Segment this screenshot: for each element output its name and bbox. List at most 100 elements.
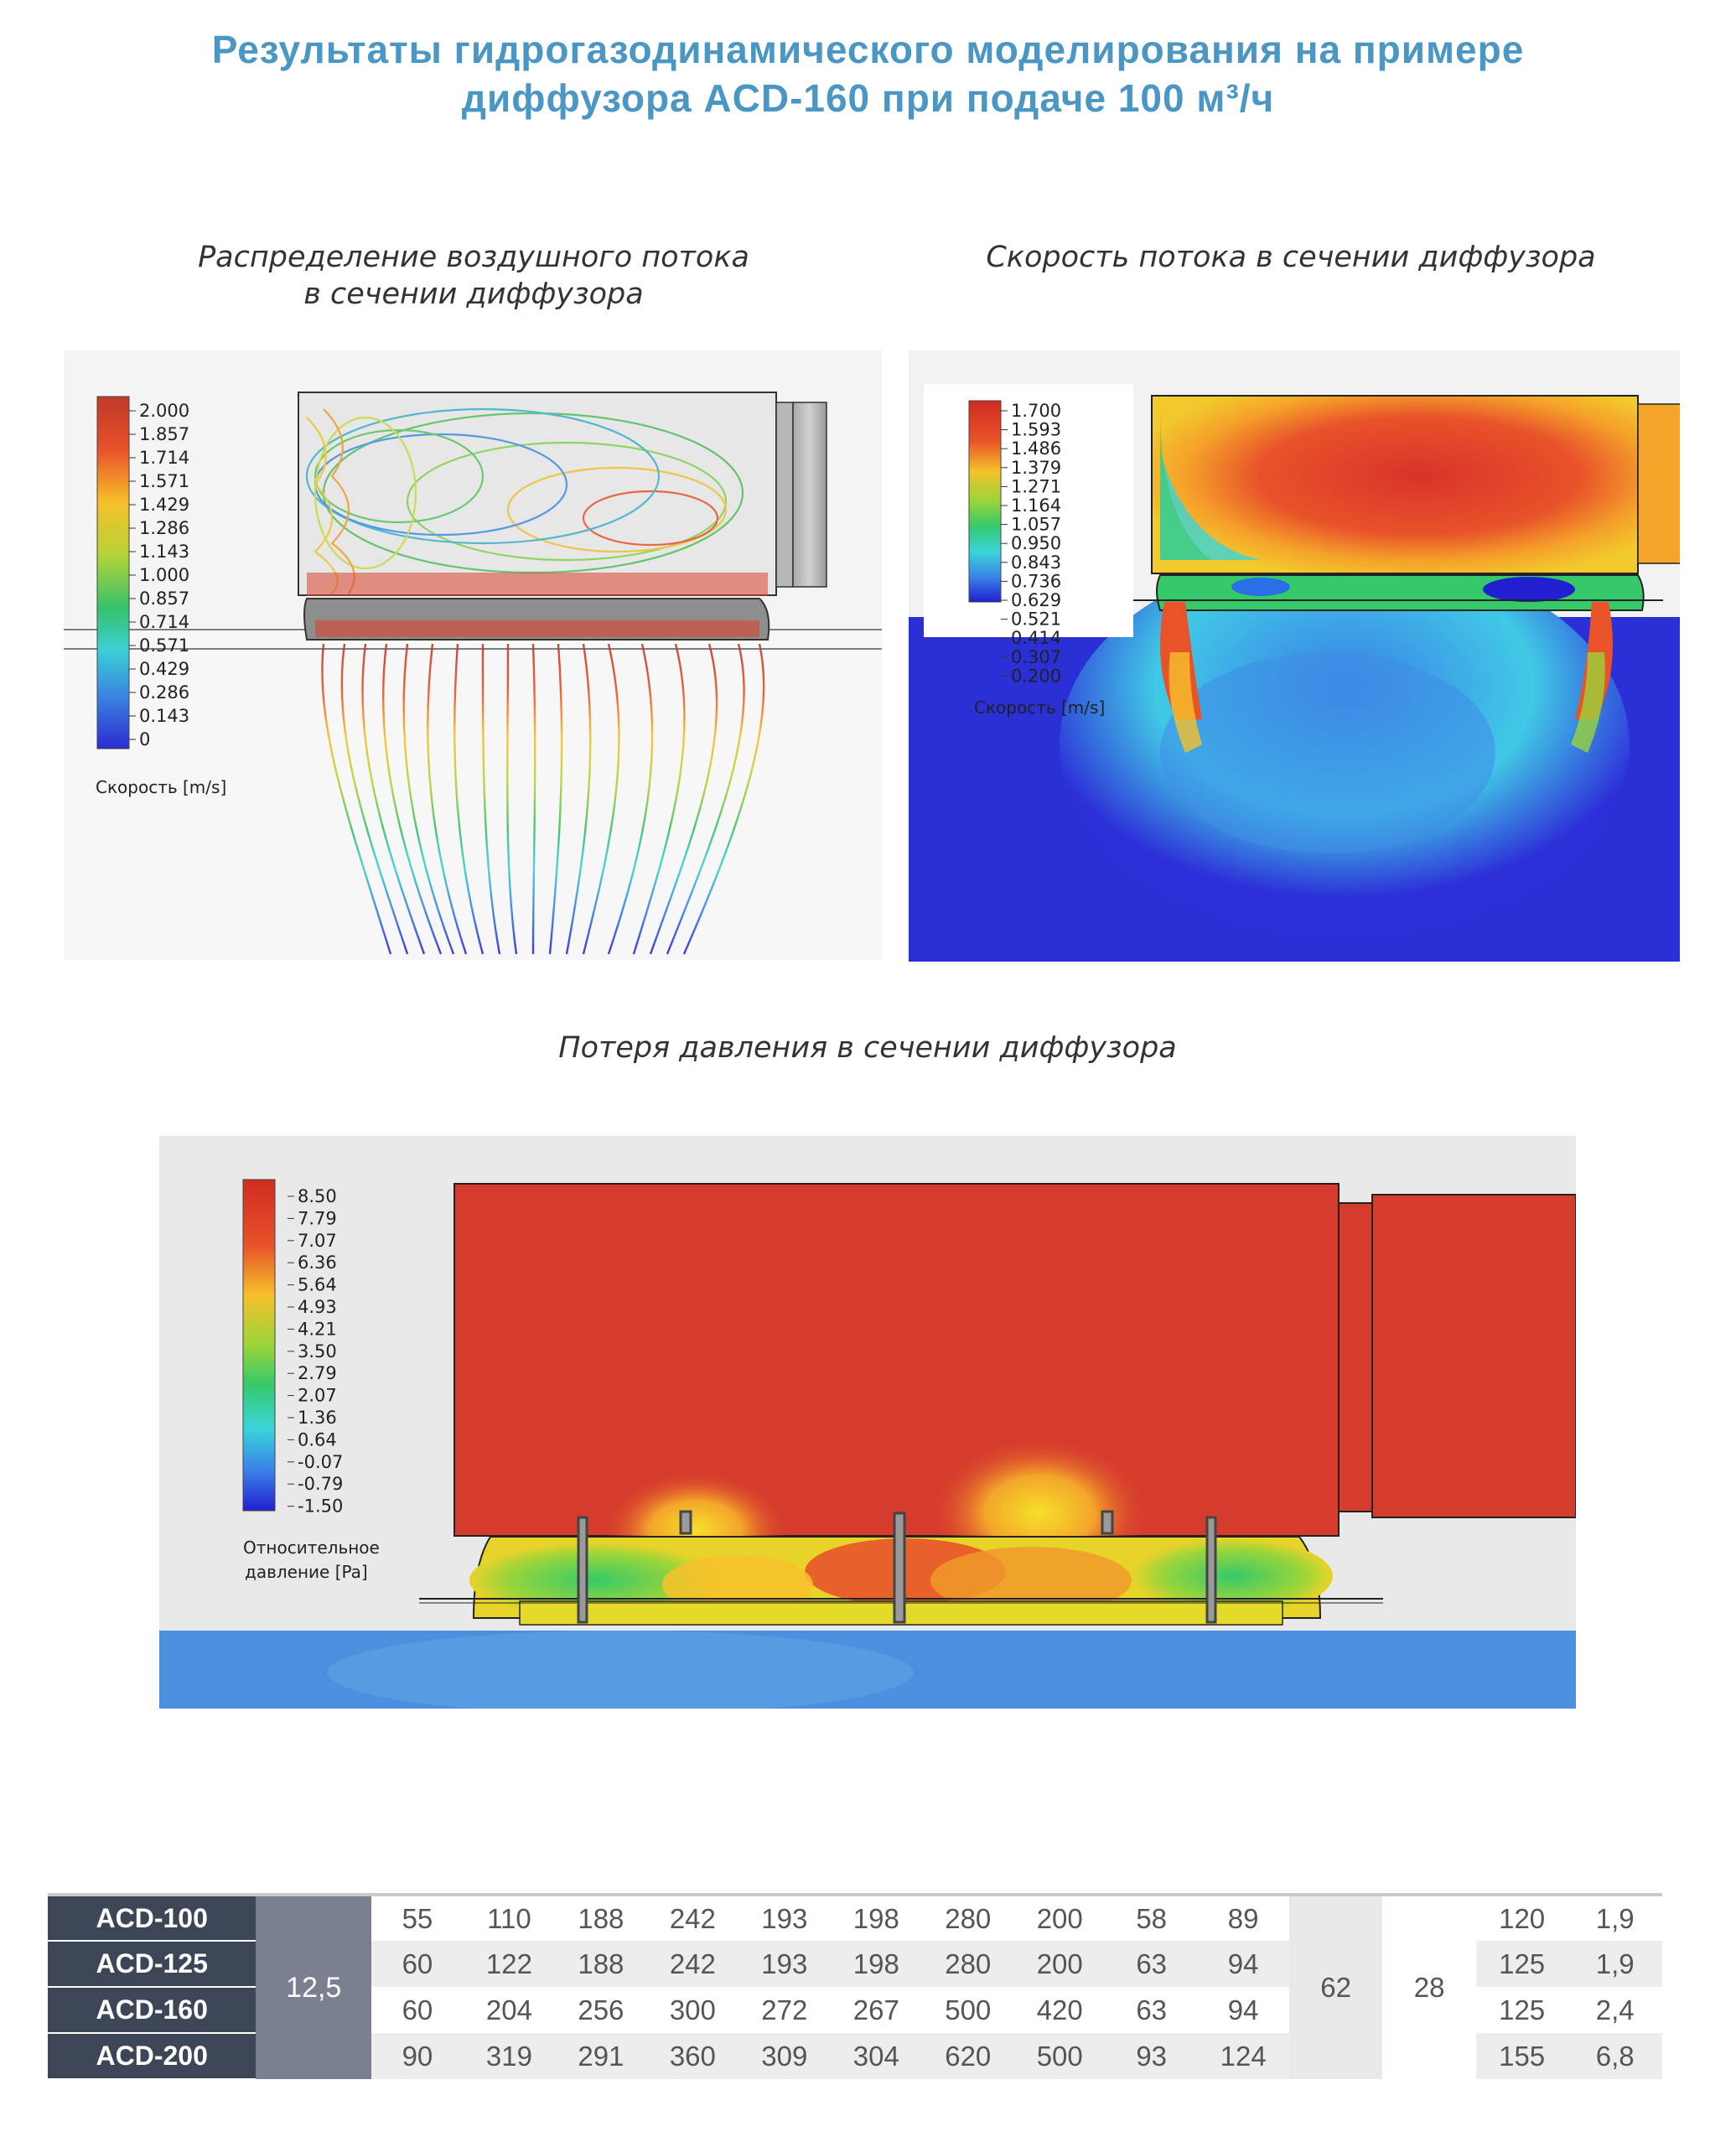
shared-value-cell: 62 [1288,1895,1383,2079]
page-title: Результаты гидрогазодинамического модели… [0,25,1736,122]
table-cell: 125 [1475,1941,1568,1987]
velocity-legend-label: 0.200 [1011,666,1061,686]
flow-distribution-figure: 2.000 1.857 1.714 1.571 1.429 1.286 1.143 1.000… [64,350,882,960]
pressure-legend-label: 2.79 [298,1363,337,1383]
table-cell: 198 [830,1941,923,1987]
flow-legend-label: 1.857 [139,424,189,444]
model-cell: ACD-100 [48,1895,257,1942]
flow-legend-label: 1.143 [139,542,189,562]
velocity-legend-label: 0.521 [1011,609,1061,630]
model-cell: ACD-160 [48,1987,257,2034]
table-cell: 120 [1499,1902,1546,1934]
pressure-figure: 8.50 7.79 7.07 6.36 5.64 4.93 4.21 3.50 2.79 2.07… [159,1136,1576,1709]
velocity-legend-label: 0.629 [1011,590,1061,610]
velocity-legend-title: Скорость [m/s] [974,698,1105,718]
table-cell: 93 [1105,2033,1198,2079]
table-cell: 500 [1013,2033,1106,2079]
pressure-legend-title-1: Относительное [243,1538,380,1558]
table-cell: 188 [578,1902,624,1934]
model-cell: ACD-125 [48,1941,257,1988]
table-cell: 94 [1227,1994,1259,2025]
flow-caption: Распределение воздушного потока в сечени… [151,239,796,313]
table-cell: 280 [945,1902,992,1934]
shared-value-cell: 12,5 [256,1895,372,2079]
table-cell: 155 [1475,2033,1568,2079]
table-cell: 125 [1499,1994,1546,2025]
table-cell: 200 [1013,1941,1106,1987]
table-row: ACD-200 90 319 291 360 309 304 620 500 93 124 155 6,… [48,2033,1662,2080]
velocity-legend-label: 1.486 [1011,438,1061,459]
table-cell: 110 [487,1902,531,1934]
flow-legend-label: 2.000 [139,401,189,421]
table-cell: 319 [463,2033,556,2079]
table-cell: 89 [1227,1902,1259,1934]
velocity-legend-label: 1.379 [1011,458,1061,478]
title-line-1: Результаты гидрогазодинамического модели… [211,28,1525,71]
pressure-legend-title-2: давление [Pa] [245,1562,368,1582]
pressure-legend-label: 3.50 [298,1341,337,1361]
velocity-caption: Скорость потока в сечении диффузора [986,241,1596,274]
flow-legend-label: 1.714 [139,448,189,468]
velocity-legend-label: 1.057 [1011,515,1061,535]
table-cell: 304 [830,2033,923,2079]
table-cell: 272 [761,1994,808,2025]
table-cell: 200 [1036,1902,1083,1934]
velocity-legend-label: 0.843 [1011,552,1061,573]
shared-value-cell: 28 [1382,1895,1476,2079]
table-cell: 256 [578,1994,624,2025]
pressure-legend-label: 4.21 [298,1319,337,1339]
pressure-legend-label: 5.64 [298,1275,337,1295]
table-cell: 291 [555,2033,647,2079]
pressure-legend-label: -0.79 [298,1474,343,1494]
table-cell: 198 [852,1902,899,1934]
table-cell: 188 [555,1941,647,1987]
table-cell: 122 [463,1941,556,1987]
flow-caption-line-2: в сечении диффузора [303,277,644,311]
table-cell: 360 [646,2033,739,2079]
table-cell: 6,8 [1568,2033,1662,2079]
table-row: ACD-100 12,5 55 110 188 242 193 198 280 200 58 89 62… [48,1895,1662,2079]
flow-legend-label: 0.429 [139,659,189,679]
pressure-legend-label: 6.36 [298,1253,337,1273]
table-cell: 620 [922,2033,1014,2079]
pressure-caption: Потеря давления в сечении диффузора [558,1031,1177,1065]
pressure-legend-label: 8.50 [298,1186,337,1206]
velocity-legend-label: 0.307 [1011,647,1061,667]
velocity-figure: 1.700 1.593 1.486 1.379 1.271 1.164 1.057 0.950… [909,350,1680,962]
flow-legend-title: Скорость [m/s] [96,777,226,797]
pressure-legend-label: 1.36 [298,1408,337,1428]
title-line-2: диффузора ACD-160 при подаче 100 м³/ч [461,76,1275,120]
table-cell: 60 [371,1941,464,1987]
table-cell: 420 [1036,1994,1083,2025]
table-cell: 193 [761,1902,808,1934]
flow-legend-label: 0.143 [139,706,189,726]
flow-legend-label: 0 [139,729,150,749]
pressure-legend-label: 4.93 [298,1297,337,1317]
flow-legend-label: 0.286 [139,682,189,703]
pressure-legend-label: -1.50 [298,1496,343,1517]
table-row: ACD-125 60 122 188 242 193 198 280 200 63 94 125 1,9 [48,1941,1662,1988]
table-cell: 500 [945,1994,992,2025]
pressure-legend-label: 7.07 [298,1231,337,1251]
pressure-legend-label: 7.79 [298,1208,337,1228]
table-cell: 63 [1136,1994,1168,2025]
pressure-legend-label: 2.07 [298,1386,337,1406]
velocity-legend-label: 0.414 [1011,628,1061,648]
table-cell: 300 [669,1994,716,2025]
flow-legend-label: 0.714 [139,612,189,632]
flow-legend-label: 1.286 [139,518,189,538]
table-cell: 204 [485,1994,532,2025]
flow-caption-line-1: Распределение воздушного потока [198,241,749,274]
velocity-legend-label: 1.593 [1011,420,1061,440]
flow-legend-label: 1.429 [139,495,189,515]
model-cell: ACD-200 [48,2033,257,2080]
velocity-legend-label: 1.164 [1011,495,1061,516]
table-cell: 90 [371,2033,464,2079]
flow-legend-label: 0.571 [139,635,189,656]
flow-legend-label: 0.857 [139,589,189,609]
table-cell: 193 [738,1941,831,1987]
pressure-legend-label: 0.64 [298,1429,337,1450]
table-cell: 242 [669,1902,716,1934]
velocity-legend-label: 0.736 [1011,571,1061,591]
table-cell: 124 [1197,2033,1289,2079]
